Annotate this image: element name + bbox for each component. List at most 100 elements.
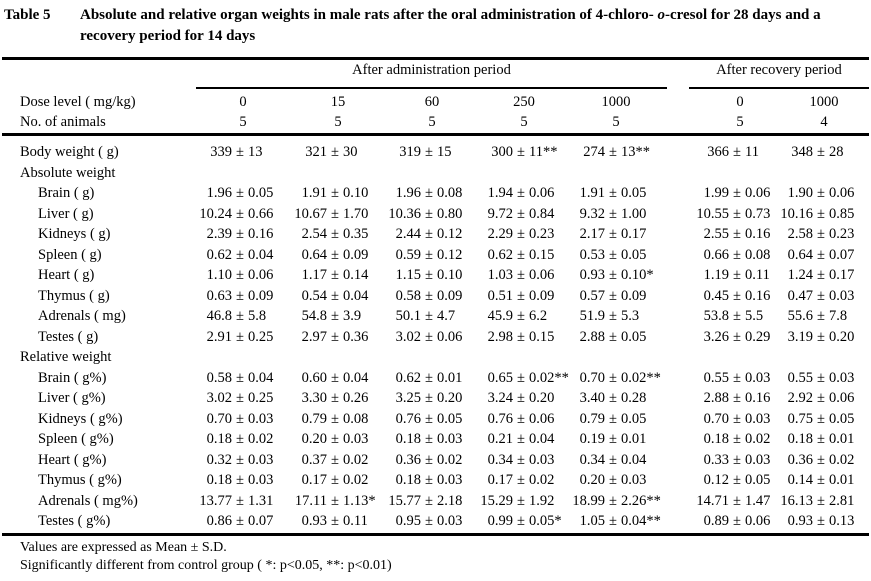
sd-value: 0.05 — [248, 185, 274, 201]
value-cell: 0.12 ±0.05 — [689, 470, 791, 491]
value-cell: 1.99 ±0.06 — [689, 183, 791, 204]
mean-value: 17.11 — [294, 492, 327, 509]
value-cell: 18.99 ±2.26** — [565, 491, 667, 512]
sd-value: 11 — [745, 144, 759, 160]
sd-value: 0.08 — [437, 185, 463, 201]
plus-minus-symbol: ± — [236, 267, 244, 283]
plus-minus-symbol: ± — [236, 308, 244, 324]
rule-admin-group — [196, 87, 667, 89]
row-label: Thymus ( g%) — [38, 472, 122, 488]
value-cell: 1.94 ±0.06 — [473, 183, 575, 204]
value-cell: 0.93 ±0.13 — [773, 511, 871, 532]
plus-minus-symbol: ± — [733, 267, 741, 283]
sd-value: 0.29 — [745, 328, 771, 345]
sd-value: 5.8 — [248, 308, 267, 324]
sd-value: 5.5 — [745, 308, 764, 324]
value-cell: 0.20 ±0.03 — [287, 429, 389, 450]
sd-value: 0.06 — [529, 410, 555, 427]
sd-value: 0.03 — [529, 451, 555, 468]
row-label: Kidneys ( g) — [38, 226, 111, 242]
mean-value: 1.96 — [206, 185, 232, 201]
row-label: Brain ( g%) — [38, 369, 107, 386]
mean-value: 9.32 — [579, 205, 605, 222]
value-cell: 16.13 ±2.81 — [773, 491, 871, 512]
table-row: Heart ( g) 1.10 ±0.06 1.17 ±0.14 1.15 ±0.10 1.0… — [0, 265, 871, 286]
mean-value: 0.79 — [579, 410, 605, 427]
sd-value: 0.01 — [621, 431, 647, 447]
mean-value: 1.91 — [579, 185, 605, 201]
value-cell: 1.17 ±0.14 — [287, 265, 389, 286]
rule-header-bottom — [2, 133, 869, 136]
value-cell: 10.16 ±0.85 — [773, 204, 871, 225]
mean-value: 0.18 — [206, 472, 232, 488]
mean-value: 3.19 — [787, 328, 813, 345]
table-number: Table 5 — [4, 7, 51, 23]
plus-minus-symbol: ± — [236, 451, 244, 468]
sd-value: 0.08 — [343, 410, 369, 427]
plus-minus-symbol: ± — [236, 369, 244, 386]
value-cell: 0.20 ±0.03 — [565, 470, 667, 491]
value-cell: 0.58 ±0.09 — [381, 286, 483, 307]
sd-value: 0.06 — [745, 185, 771, 201]
sd-value: 0.02 — [343, 451, 369, 468]
plus-minus-symbol: ± — [236, 246, 244, 263]
plus-minus-symbol: ± — [331, 451, 339, 468]
mean-value: 3.40 — [579, 390, 605, 406]
value-cell: 0.63 ±0.09 — [192, 286, 294, 307]
table-row: Liver ( g%) 3.02 ±0.25 3.30 ±0.26 3.25 ±0.20 3.… — [0, 388, 871, 409]
plus-minus-symbol: ± — [817, 431, 825, 447]
value-cell: 0.70 ±0.03 — [689, 409, 791, 430]
value-cell: 0.64 ±0.07 — [773, 245, 871, 266]
mean-value: 0.70 — [579, 369, 605, 386]
value-cell: 0.18 ±0.03 — [192, 470, 294, 491]
plus-minus-symbol: ± — [425, 267, 433, 283]
plus-minus-symbol: ± — [817, 308, 825, 324]
mean-value: 0.76 — [395, 410, 421, 427]
mean-value: 0.18 — [395, 472, 421, 488]
mean-value: 0.36 — [787, 451, 813, 468]
mean-value: 0.93 — [579, 267, 605, 283]
value-cell: 3.30 ±0.26 — [287, 388, 389, 409]
sd-value: 1.31 — [248, 492, 274, 509]
value-cell: 17.11 ±1.13* — [287, 491, 389, 512]
table-title-post: -cresol for 28 days and a recovery perio… — [80, 7, 821, 44]
table-row: Heart ( g%) 0.32 ±0.03 0.37 ±0.02 0.36 ±0.02 0.… — [0, 450, 871, 471]
plus-minus-symbol: ± — [733, 144, 741, 160]
sd-value: 0.35 — [343, 226, 369, 242]
value-cell: 0.79 ±0.05 — [565, 409, 667, 430]
plus-minus-symbol: ± — [817, 492, 825, 509]
row-label: Testes ( g%) — [38, 513, 111, 529]
dose-value: 250 — [513, 94, 535, 110]
sd-value: 2.18 — [437, 492, 463, 509]
plus-minus-symbol: ± — [331, 492, 339, 509]
value-cell: 0.76 ±0.05 — [381, 409, 483, 430]
mean-value: 0.55 — [703, 369, 729, 386]
sd-value: 0.04** — [621, 513, 661, 529]
plus-minus-symbol: ± — [817, 410, 825, 427]
mean-value: 2.97 — [301, 328, 327, 345]
value-cell: 0.89 ±0.06 — [689, 511, 791, 532]
plus-minus-symbol: ± — [331, 308, 339, 324]
mean-value: 0.20 — [301, 431, 327, 447]
plus-minus-symbol: ± — [236, 410, 244, 427]
mean-value: 1.03 — [487, 267, 513, 283]
plus-minus-symbol: ± — [517, 226, 525, 242]
section-row: Relative weight — [0, 347, 871, 368]
plus-minus-symbol: ± — [609, 144, 617, 160]
mean-value: 0.36 — [395, 451, 421, 468]
plus-minus-symbol: ± — [817, 472, 825, 488]
sd-value: 1.92 — [529, 492, 555, 509]
value-cell: 1.10 ±0.06 — [192, 265, 294, 286]
value-cell: 0.14 ±0.01 — [773, 470, 871, 491]
sd-value: 0.16 — [745, 226, 771, 242]
sd-value: 0.10 — [343, 185, 369, 201]
mean-value: 0.99 — [487, 513, 513, 529]
value-cell: 0.65 ±0.02** — [473, 368, 575, 389]
sd-value: 0.09 — [621, 287, 647, 304]
mean-value: 55.6 — [787, 308, 813, 324]
value-cell: 0.62 ±0.15 — [473, 245, 575, 266]
plus-minus-symbol: ± — [517, 246, 525, 263]
mean-value: 10.67 — [294, 205, 327, 222]
plus-minus-symbol: ± — [517, 492, 525, 509]
mean-value: 15.77 — [388, 492, 421, 509]
